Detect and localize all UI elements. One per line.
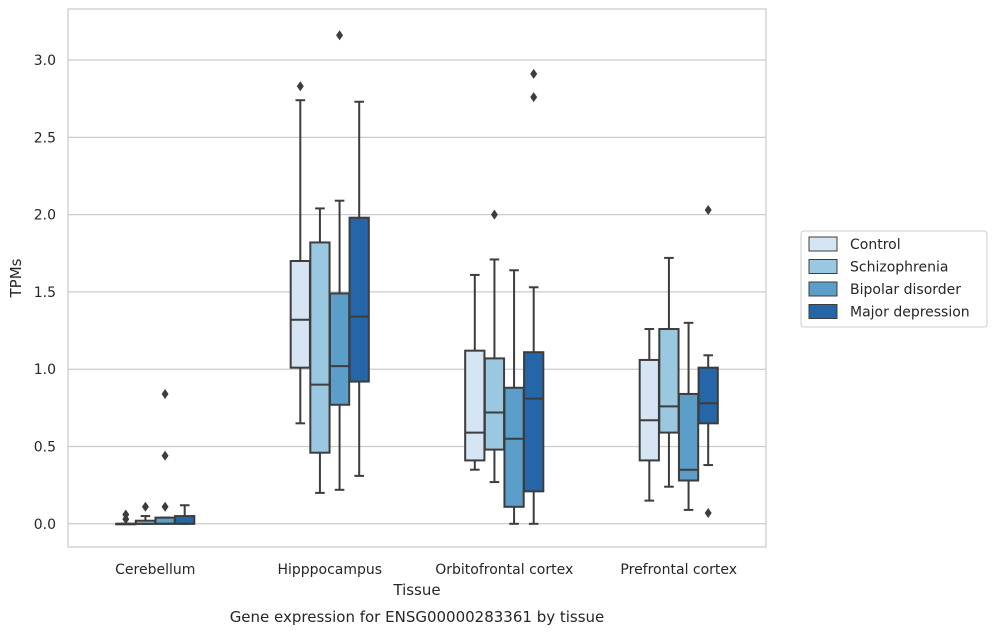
box-group (638, 328, 660, 502)
box-iqr (483, 357, 506, 451)
legend-label: Major depression (850, 305, 970, 321)
outlier-point (296, 81, 304, 92)
legend-frame (800, 230, 988, 328)
figure-caption: Gene expression for ENSG00000283361 by t… (230, 608, 605, 626)
outlier-point (530, 92, 538, 103)
box-group (483, 209, 506, 484)
legend-swatch (808, 259, 838, 274)
box-group (523, 68, 545, 525)
box-iqr (328, 292, 351, 406)
legend-label: Bipolar disorder (850, 282, 961, 298)
outlier-point (704, 204, 712, 215)
y-tick-label: 2.0 (34, 208, 56, 224)
outlier-point (161, 388, 169, 399)
box-group (464, 273, 486, 471)
outlier-point (122, 509, 130, 520)
box-group (677, 321, 700, 511)
box-iqr (309, 241, 331, 454)
outlier-point (161, 450, 169, 461)
box-group (348, 100, 370, 477)
box-iqr (348, 216, 370, 383)
y-tick-label: 0.0 (34, 517, 56, 533)
legend-swatch (808, 236, 838, 252)
box-iqr (638, 358, 660, 462)
box-group (174, 504, 196, 525)
y-axis-title: TPMs (7, 258, 25, 298)
x-tick-label: Prefrontal cortex (620, 562, 737, 578)
legend-swatch (808, 304, 838, 319)
box-iqr (677, 392, 700, 482)
legend-swatch (808, 281, 838, 297)
plot-area (67, 8, 767, 548)
box-group (658, 256, 680, 488)
gridlines (68, 59, 766, 525)
box-group (697, 204, 719, 518)
y-axis-ticks: 0.0 0.5 1.0 1.5 2.0 2.5 3.0 (34, 53, 56, 533)
x-tick-label: Cerebellum (115, 562, 195, 578)
legend-label: Schizophrenia (850, 260, 948, 276)
legend: Control Schizophrenia Bipolar disorder Majo… (800, 230, 988, 328)
box-iqr (697, 366, 719, 425)
y-tick-label: 1.0 (34, 362, 56, 378)
box-iqr (464, 349, 486, 462)
outlier-point (161, 501, 169, 512)
outlier-point (141, 501, 149, 512)
box-group (289, 81, 311, 425)
box-iqr (174, 515, 196, 525)
box-group (503, 269, 525, 525)
box-group (154, 388, 176, 525)
y-tick-label: 3.0 (34, 53, 56, 69)
box-iqr (523, 351, 545, 493)
y-tick-label: 0.5 (34, 440, 56, 456)
outlier-point (336, 30, 344, 41)
box-group (115, 509, 137, 526)
y-tick-label: 2.5 (34, 130, 56, 146)
outlier-point (490, 209, 498, 220)
box-iqr (658, 328, 680, 434)
x-axis-ticks: Cerebellum Hipppocampus Orbitofrontal cort… (115, 562, 737, 578)
x-axis-title: Tissue (392, 581, 440, 599)
x-tick-label: Orbitofrontal cortex (435, 562, 573, 578)
boxes (115, 30, 719, 526)
outlier-point (530, 68, 538, 79)
box-iqr (289, 259, 311, 369)
outlier-point (704, 507, 712, 518)
legend-label: Control (850, 237, 901, 253)
box-group (328, 30, 351, 491)
box-group (309, 207, 331, 494)
box-group (134, 501, 157, 525)
box-iqr (503, 386, 525, 508)
y-tick-label: 1.5 (34, 285, 56, 301)
x-tick-label: Hipppocampus (277, 562, 382, 578)
